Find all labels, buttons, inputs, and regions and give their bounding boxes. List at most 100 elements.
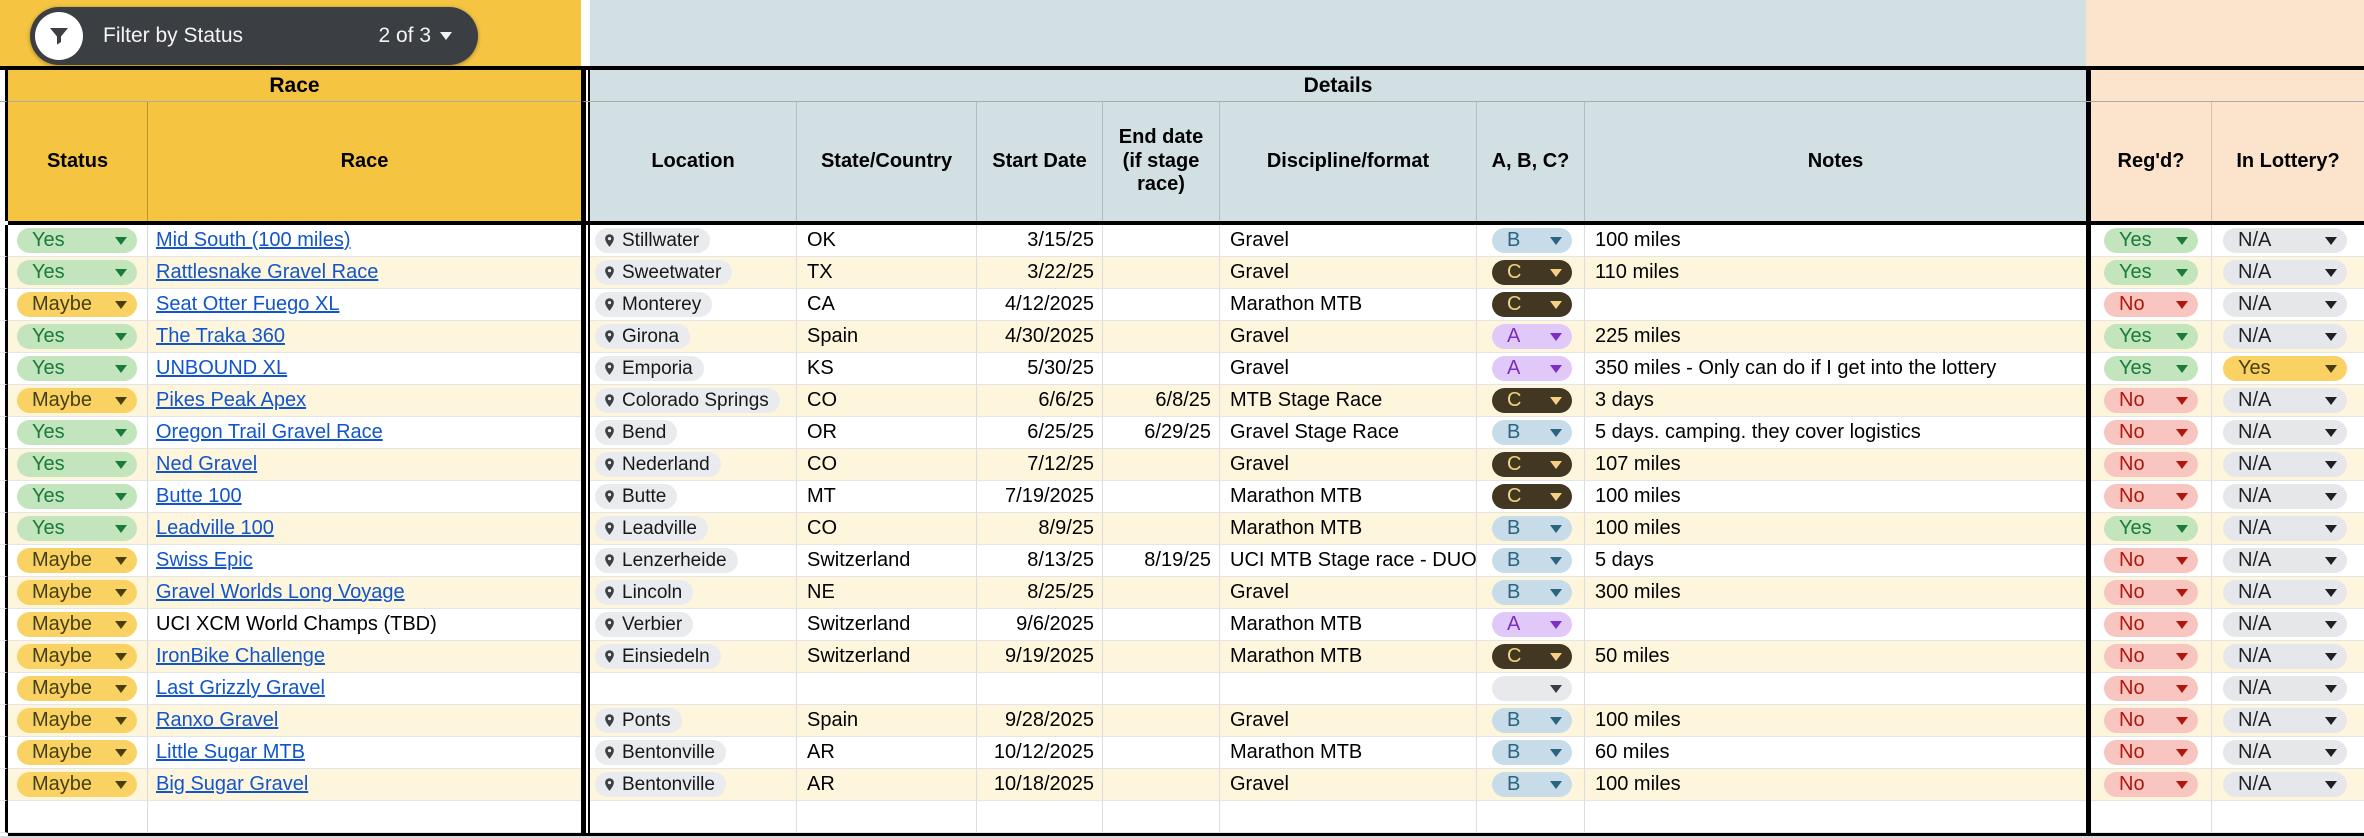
end-date-cell[interactable] — [1103, 673, 1220, 705]
race-cell[interactable]: Last Grizzly Gravel — [148, 673, 581, 705]
regd-cell[interactable]: Yes — [2091, 257, 2212, 289]
location-cell[interactable]: Bend — [590, 417, 797, 449]
race-cell[interactable]: Big Sugar Gravel — [148, 769, 581, 801]
race-cell[interactable]: UCI XCM World Champs (TBD) — [148, 609, 581, 641]
lottery-dropdown[interactable]: N/A — [2223, 612, 2347, 637]
lottery-cell[interactable]: N/A — [2212, 577, 2364, 609]
location-chip[interactable]: Einsiedeln — [595, 644, 721, 669]
race-cell[interactable]: Ned Gravel — [148, 449, 581, 481]
race-cell[interactable] — [148, 801, 581, 833]
location-chip[interactable]: Verbier — [595, 612, 694, 637]
abc-dropdown[interactable] — [1492, 676, 1572, 701]
race-link[interactable]: IronBike Challenge — [156, 645, 325, 667]
end-date-cell[interactable]: 6/29/25 — [1103, 417, 1220, 449]
start-date-cell[interactable]: 4/30/2025 — [977, 321, 1103, 353]
abc-cell[interactable]: C — [1477, 289, 1585, 321]
location-chip[interactable]: Emporia — [595, 356, 704, 381]
lottery-dropdown[interactable]: N/A — [2223, 772, 2347, 797]
regd-dropdown[interactable]: No — [2104, 772, 2198, 797]
lottery-cell[interactable]: N/A — [2212, 289, 2364, 321]
abc-cell[interactable]: B — [1477, 769, 1585, 801]
abc-dropdown[interactable]: C — [1492, 260, 1572, 285]
lottery-cell[interactable]: N/A — [2212, 449, 2364, 481]
location-cell[interactable]: Butte — [590, 481, 797, 513]
start-date-cell[interactable]: 8/13/25 — [977, 545, 1103, 577]
status-cell[interactable]: Yes — [8, 225, 148, 257]
race-link[interactable]: UCI XCM World Champs (TBD) — [156, 613, 437, 635]
race-cell[interactable]: Pikes Peak Apex — [148, 385, 581, 417]
state-cell[interactable]: OR — [797, 417, 977, 449]
abc-cell[interactable]: B — [1477, 417, 1585, 449]
start-date-cell[interactable]: 5/30/25 — [977, 353, 1103, 385]
start-date-cell[interactable]: 4/12/2025 — [977, 289, 1103, 321]
status-dropdown[interactable]: Maybe — [17, 644, 137, 669]
regd-cell[interactable]: Yes — [2091, 225, 2212, 257]
lottery-cell[interactable]: N/A — [2212, 769, 2364, 801]
regd-cell[interactable]: No — [2091, 417, 2212, 449]
status-cell[interactable] — [8, 801, 148, 833]
lottery-dropdown[interactable]: N/A — [2223, 388, 2347, 413]
race-link[interactable]: Seat Otter Fuego XL — [156, 293, 340, 315]
notes-cell[interactable]: 100 miles — [1585, 769, 2086, 801]
abc-cell[interactable]: C — [1477, 641, 1585, 673]
location-chip[interactable]: Lincoln — [595, 580, 694, 605]
discipline-cell[interactable]: MTB Stage Race — [1220, 385, 1477, 417]
start-date-cell[interactable]: 3/15/25 — [977, 225, 1103, 257]
location-cell[interactable]: Girona — [590, 321, 797, 353]
location-cell[interactable]: Verbier — [590, 609, 797, 641]
end-date-cell[interactable] — [1103, 705, 1220, 737]
regd-dropdown[interactable]: Yes — [2104, 516, 2198, 541]
status-dropdown[interactable]: Yes — [17, 260, 137, 285]
abc-cell[interactable] — [1477, 673, 1585, 705]
abc-cell[interactable]: A — [1477, 321, 1585, 353]
lottery-cell[interactable]: N/A — [2212, 705, 2364, 737]
location-chip[interactable]: Ponts — [595, 708, 682, 733]
race-cell[interactable]: Butte 100 — [148, 481, 581, 513]
status-cell[interactable]: Maybe — [8, 737, 148, 769]
race-link[interactable]: Ned Gravel — [156, 453, 258, 475]
status-dropdown[interactable]: Yes — [17, 420, 137, 445]
lottery-cell[interactable]: N/A — [2212, 257, 2364, 289]
abc-cell[interactable]: C — [1477, 449, 1585, 481]
race-link[interactable]: Little Sugar MTB — [156, 741, 305, 763]
location-cell[interactable]: Lenzerheide — [590, 545, 797, 577]
regd-cell[interactable] — [2091, 801, 2212, 833]
discipline-cell[interactable]: Gravel — [1220, 769, 1477, 801]
regd-dropdown[interactable]: Yes — [2104, 356, 2198, 381]
lottery-dropdown[interactable]: N/A — [2223, 580, 2347, 605]
location-chip[interactable]: Bentonville — [595, 772, 726, 797]
start-date-cell[interactable]: 3/22/25 — [977, 257, 1103, 289]
discipline-cell[interactable]: Gravel — [1220, 225, 1477, 257]
race-cell[interactable]: Rattlesnake Gravel Race — [148, 257, 581, 289]
race-cell[interactable]: Mid South (100 miles) — [148, 225, 581, 257]
race-cell[interactable]: Ranxo Gravel — [148, 705, 581, 737]
abc-dropdown[interactable]: C — [1492, 484, 1572, 509]
status-cell[interactable]: Maybe — [8, 609, 148, 641]
abc-dropdown[interactable]: A — [1492, 356, 1572, 381]
start-date-cell[interactable]: 6/25/25 — [977, 417, 1103, 449]
race-cell[interactable]: Leadville 100 — [148, 513, 581, 545]
race-link[interactable]: The Traka 360 — [156, 325, 285, 347]
end-date-cell[interactable]: 6/8/25 — [1103, 385, 1220, 417]
status-dropdown[interactable]: Maybe — [17, 388, 137, 413]
regd-dropdown[interactable]: No — [2104, 452, 2198, 477]
abc-cell[interactable]: B — [1477, 545, 1585, 577]
notes-cell[interactable] — [1585, 801, 2086, 833]
regd-cell[interactable]: No — [2091, 705, 2212, 737]
state-cell[interactable]: CO — [797, 513, 977, 545]
status-cell[interactable]: Maybe — [8, 385, 148, 417]
status-dropdown[interactable]: Maybe — [17, 740, 137, 765]
notes-cell[interactable]: 100 miles — [1585, 481, 2086, 513]
location-chip[interactable]: Girona — [595, 324, 691, 349]
discipline-cell[interactable]: Marathon MTB — [1220, 481, 1477, 513]
regd-cell[interactable]: No — [2091, 609, 2212, 641]
abc-cell[interactable]: B — [1477, 513, 1585, 545]
status-cell[interactable]: Yes — [8, 513, 148, 545]
abc-dropdown[interactable]: C — [1492, 388, 1572, 413]
start-date-cell[interactable]: 9/19/2025 — [977, 641, 1103, 673]
lottery-cell[interactable]: N/A — [2212, 385, 2364, 417]
end-date-cell[interactable] — [1103, 289, 1220, 321]
notes-cell[interactable]: 100 miles — [1585, 225, 2086, 257]
discipline-cell[interactable]: Gravel — [1220, 577, 1477, 609]
lottery-cell[interactable]: N/A — [2212, 737, 2364, 769]
